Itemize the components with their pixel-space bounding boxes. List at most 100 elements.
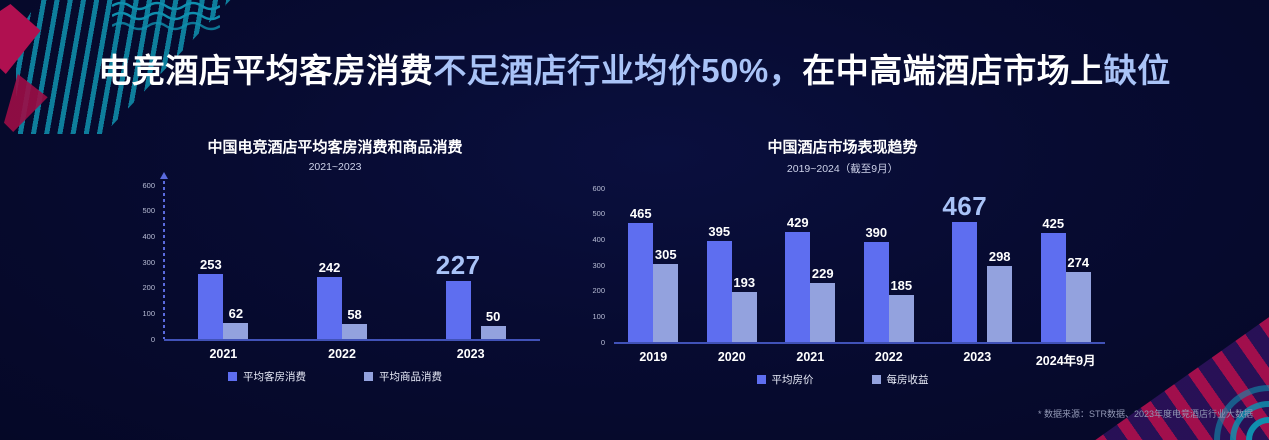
bar-primary [1040,232,1066,342]
plot-area: 465 305 2019 395 193 2020 429 229 2021 390 185 2022… [614,188,1105,368]
y-tick-label: 100 [142,308,155,318]
value-label: 242 [318,259,341,275]
value-label: 229 [811,266,834,282]
legend-label: 平均客房消费 [243,371,306,383]
y-tick-label: 300 [142,257,155,267]
chart-subtitle: 2021~2023 [308,161,362,173]
value-label: 465 [629,205,652,221]
category-label: 2020 [717,350,746,364]
bar-wrap: 429 [785,188,811,342]
category-label: 2019 [639,350,668,364]
bar-wrap: 229 [810,188,836,342]
bar-group: 395 193 2020 [706,188,757,364]
bar-wrap: 227 [436,185,481,339]
title-text: 电竞酒店平均客房消费 [98,52,434,89]
category-label: 2022 [328,347,356,361]
bar-wrap: 253 [198,185,224,339]
bar-primary [785,231,811,342]
chart-title: 中国电竞酒店平均客房消费和商品消费 [207,139,463,156]
y-tick-label: 0 [150,334,155,344]
y-tick-label: 400 [592,234,605,244]
legend-item: 平均客房消费 [228,369,306,384]
y-axis-line [163,175,165,339]
bar-wrap: 185 [888,188,914,342]
bar-wrap: 298 [987,188,1013,342]
bar-wrap: 62 [223,185,249,339]
bar-secondary [731,292,757,342]
y-tick-label: 400 [142,231,155,241]
value-label: 274 [1067,254,1090,270]
bar-group: 253 62 2021 [198,185,249,361]
y-tick-label: 100 [592,311,605,321]
legend-swatch [756,375,766,384]
category-label: 2023 [963,350,992,364]
category-label: 2023 [456,347,485,361]
value-label: 58 [347,307,362,323]
y-tick-label: 0 [600,337,605,347]
bar-group: 227 50 2023 [436,185,506,361]
bar-group: 390 185 2022 [863,188,914,364]
bar-primary [952,222,978,342]
y-axis: 0 100 200 300 400 500 600 [580,184,614,345]
y-axis: 0 100 200 300 400 500 600 [130,181,164,342]
value-label: 298 [988,248,1011,264]
legend-swatch [364,372,373,381]
bar-primary [628,222,654,342]
bar-primary [445,280,471,339]
chart-esports-hotel-spend: 中国电竞酒店平均客房消费和商品消费 2021~2023 0 100 200 300 40… [130,136,540,384]
value-label: 429 [786,214,809,230]
legend-label: 每房收益 [886,374,929,386]
value-label: 227 [435,249,481,280]
bar-wrap: 193 [731,188,757,342]
plot-area: 253 62 2021 242 58 2022 227 50 2023 [160,172,540,361]
bar-secondary [480,326,506,339]
bar-primary [706,240,732,342]
category-label: 2024年9月 [1035,354,1096,368]
bar-secondary [888,294,914,342]
y-tick-label: 200 [142,282,155,292]
value-label: 253 [199,257,222,273]
title-highlight-text: 不足酒店行业均价50%， [433,52,803,89]
bar-wrap: 465 [628,188,654,342]
value-label: 395 [708,223,731,239]
legend-label: 平均房价 [771,374,814,386]
legend-swatch [228,372,237,381]
chart-title: 中国酒店市场表现趋势 [767,139,918,156]
bar-wrap: 395 [706,188,732,342]
bar-secondary [1065,271,1091,342]
legend-swatch [871,375,881,384]
data-source-footnote: * 数据来源：STR数据、2023年度电竞酒店行业大数据 [1037,409,1253,419]
y-axis-arrow-icon [160,168,168,179]
legend-label: 平均商品消费 [379,371,442,383]
bar-group: 429 229 2021 [785,188,836,364]
bar-primary [317,276,343,339]
chart-subtitle: 2019~2024（截至9月） [786,163,899,175]
value-label: 305 [654,246,677,262]
bar-secondary [810,283,836,342]
value-label: 50 [485,309,501,325]
y-tick-label: 200 [592,285,605,295]
bar-secondary [987,265,1013,342]
bar-wrap: 274 [1065,188,1091,342]
title-highlight-text: 缺位 [1103,52,1171,89]
y-tick-label: 600 [142,180,155,190]
bar-wrap: 467 [942,188,987,342]
bar-wrap: 58 [342,185,368,339]
title-text: 在中高端酒店市场上 [802,52,1104,89]
bar-primary [198,274,224,339]
value-label: 185 [890,277,913,293]
bar-wrap: 305 [653,188,679,342]
category-label: 2022 [874,350,903,364]
page-title: 电竞酒店平均客房消费不足酒店行业均价50%，在中高端酒店市场上缺位 [0,44,1269,92]
bar-group: 467 298 2023 [942,188,1013,364]
bar-secondary [342,324,368,339]
bar-wrap: 425 [1040,188,1066,342]
legend-item: 平均商品消费 [364,369,442,384]
value-label: 62 [228,306,244,322]
value-label: 390 [865,224,888,240]
legend-item: 每房收益 [871,372,929,387]
legend: 平均房价 每房收益 [580,372,1105,387]
bar-secondary [223,323,249,339]
bar-wrap: 242 [317,185,343,339]
